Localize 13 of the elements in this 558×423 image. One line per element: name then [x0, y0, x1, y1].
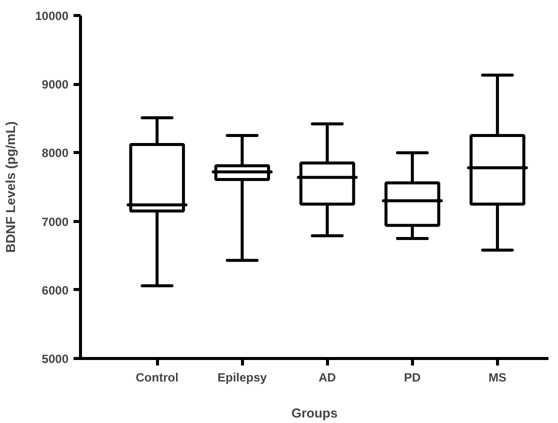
- x-tick-label: AD: [318, 370, 336, 384]
- y-tick-label: 10000: [35, 9, 69, 23]
- y-tick-label: 9000: [42, 78, 69, 92]
- y-axis-title: BDNF Levels (pg/mL): [3, 121, 18, 253]
- x-axis-title: Groups: [291, 406, 338, 420]
- x-tick-label: Epilepsy: [217, 370, 268, 384]
- x-tick-label: Control: [136, 370, 178, 384]
- x-tick-label: PD: [404, 370, 422, 384]
- y-tick-label: 7000: [42, 214, 69, 229]
- y-tick-label: 8000: [42, 146, 69, 160]
- y-tick-label: 6000: [42, 283, 69, 298]
- x-tick-label: MS: [488, 370, 506, 384]
- y-tick-label: 5000: [42, 352, 69, 366]
